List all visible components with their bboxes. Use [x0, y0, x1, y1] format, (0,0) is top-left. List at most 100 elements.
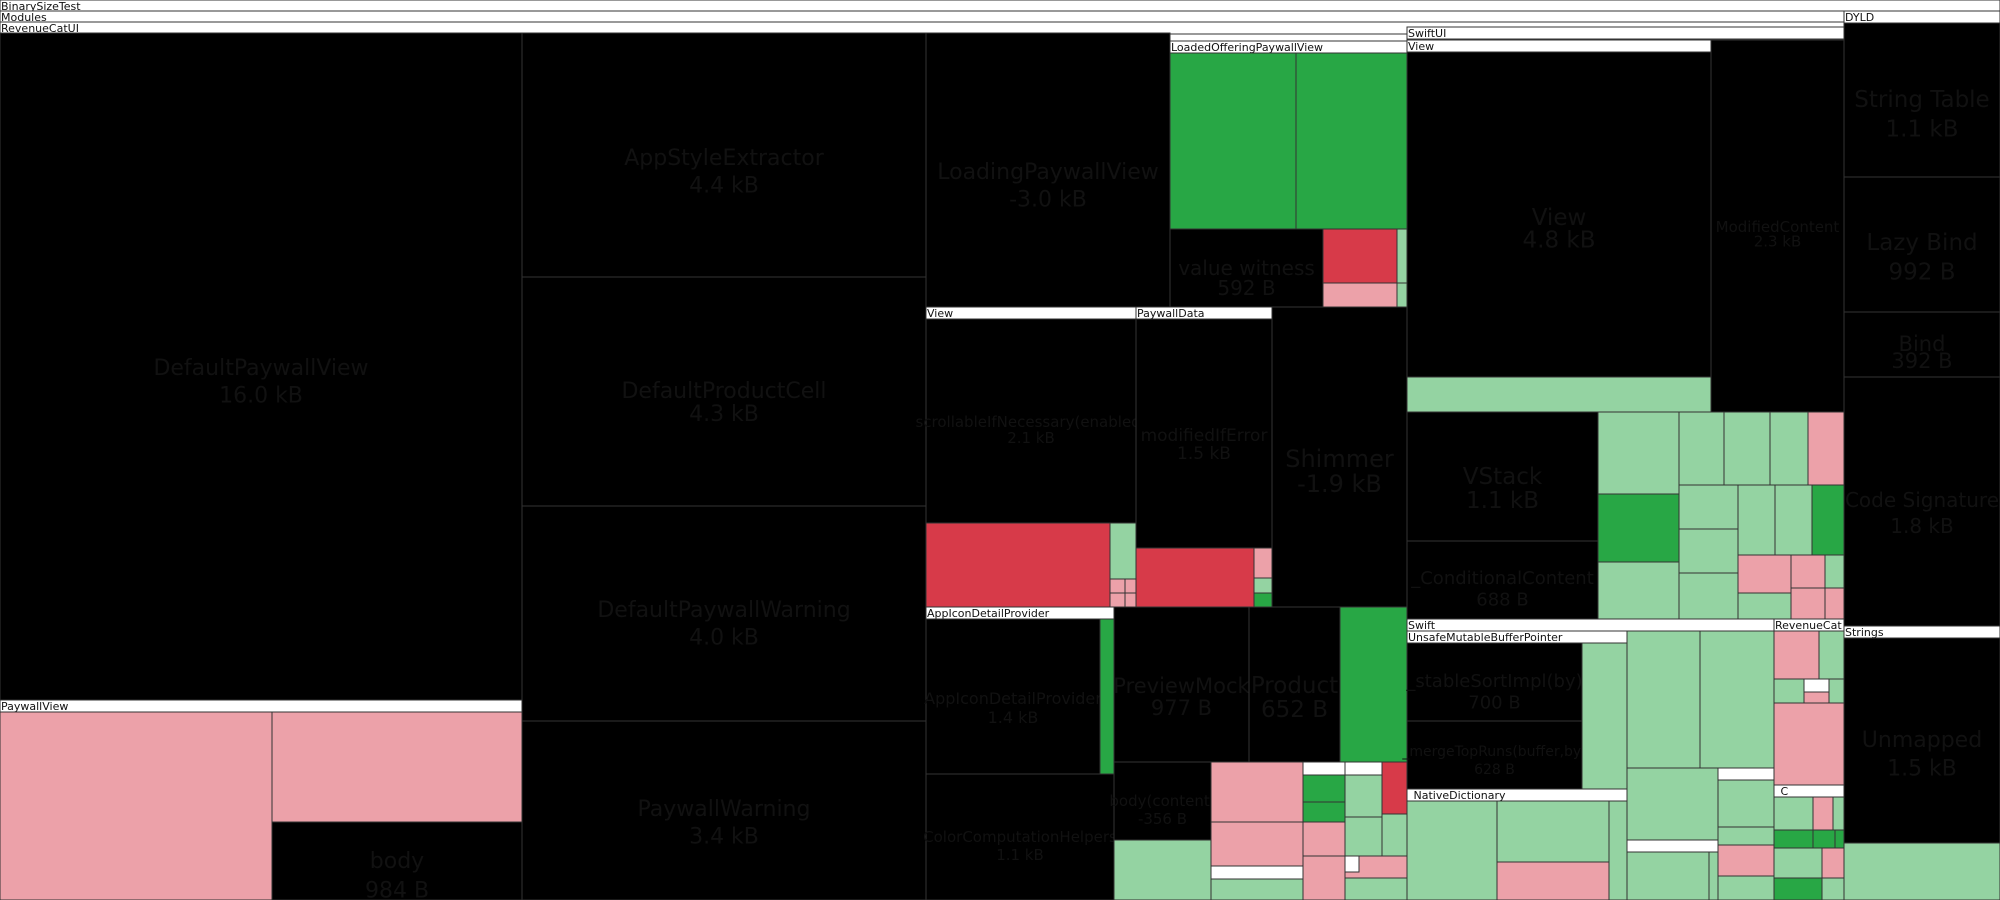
cell-f13[interactable] — [1717, 779, 1775, 828]
cell-c6[interactable] — [1124, 592, 1137, 608]
cell-h1[interactable] — [1773, 796, 1814, 831]
node-appicondetailprovider-10[interactable] — [925, 618, 1101, 775]
cell-e19[interactable] — [1790, 587, 1826, 620]
cell-e15[interactable] — [1737, 554, 1792, 594]
cell-d1[interactable] — [1099, 618, 1115, 775]
cell-g2[interactable] — [1818, 630, 1845, 680]
node-value-witness-6[interactable] — [1169, 228, 1324, 308]
cell-d16[interactable] — [1302, 855, 1346, 900]
cell-e1[interactable] — [1406, 376, 1712, 413]
cell-c1[interactable] — [925, 522, 1111, 608]
header-paywallview[interactable] — [0, 699, 523, 713]
cell-d19[interactable] — [1381, 813, 1408, 857]
node-product-13[interactable] — [1248, 606, 1341, 763]
cell-d10[interactable] — [1381, 761, 1408, 815]
cell-c3[interactable] — [1109, 578, 1126, 594]
cell-f1[interactable] — [1581, 642, 1628, 790]
node-body-15[interactable] — [271, 821, 523, 900]
cell-e17[interactable] — [1790, 554, 1826, 589]
header-modules[interactable] — [0, 10, 2000, 24]
cell-g6[interactable] — [1828, 678, 1845, 704]
cell-h6[interactable] — [1834, 829, 1845, 849]
cell-e5[interactable] — [1678, 411, 1725, 486]
cell-g7[interactable] — [1773, 702, 1845, 786]
cell-f12[interactable] — [1717, 767, 1775, 781]
cell-b1[interactable] — [1169, 52, 1297, 230]
cell-c7[interactable] — [1135, 547, 1255, 608]
cell-e4[interactable] — [1597, 561, 1680, 620]
cell-b3[interactable] — [1322, 228, 1398, 284]
cell-f6[interactable] — [1496, 861, 1610, 900]
cell-d12[interactable] — [1302, 801, 1346, 823]
cell-b4[interactable] — [1322, 282, 1398, 308]
cell-g1[interactable] — [1773, 630, 1820, 680]
cell-e11[interactable] — [1678, 572, 1739, 620]
cell-e2[interactable] — [1597, 411, 1680, 495]
cell-d7[interactable] — [1113, 839, 1212, 900]
cell-f14[interactable] — [1717, 826, 1775, 846]
cell-e7[interactable] — [1769, 411, 1809, 486]
cell-h4[interactable] — [1773, 829, 1814, 849]
cell-f16[interactable] — [1717, 875, 1775, 900]
cell-e9[interactable] — [1678, 484, 1739, 530]
cell-c9[interactable] — [1253, 577, 1273, 594]
node-modifiedcontent-17[interactable] — [1710, 39, 1845, 413]
node-code-signature-25[interactable] — [1843, 376, 2000, 627]
cell-f5[interactable] — [1496, 800, 1610, 863]
cell-d4[interactable] — [1210, 821, 1304, 867]
node-colorcomputationhelpers-11[interactable] — [925, 773, 1115, 900]
cell-e14[interactable] — [1811, 484, 1845, 556]
node-defaultpaywallview-0[interactable] — [0, 32, 523, 701]
node-shimmer-9[interactable] — [1271, 306, 1408, 608]
cell-d3[interactable] — [1210, 761, 1304, 823]
cell-e13[interactable] — [1774, 484, 1813, 556]
cell-e18[interactable] — [1824, 554, 1845, 589]
node-vstack-18[interactable] — [1406, 411, 1599, 542]
cell-d8[interactable] — [1302, 761, 1346, 776]
cell-h9[interactable] — [1773, 877, 1823, 900]
node-appstyleextractor-1[interactable] — [521, 32, 927, 278]
cell-b2[interactable] — [1295, 52, 1408, 230]
cell-g4[interactable] — [1803, 678, 1830, 693]
cell-d5[interactable] — [1210, 865, 1304, 880]
cell-f10[interactable] — [1626, 851, 1710, 900]
cell-c4[interactable] — [1109, 592, 1126, 608]
cell-d13[interactable] — [1344, 774, 1383, 818]
cell-f9[interactable] — [1626, 839, 1719, 853]
cell-f8[interactable] — [1626, 767, 1719, 841]
cell-d15[interactable] — [1344, 816, 1383, 857]
cell-a1[interactable] — [0, 711, 273, 900]
node-defaultproductcell-2[interactable] — [521, 276, 927, 507]
cell-e3[interactable] — [1597, 493, 1680, 563]
cell-e6[interactable] — [1723, 411, 1771, 486]
cell-d6[interactable] — [1210, 878, 1304, 900]
node-defaultpaywallwarning-3[interactable] — [521, 505, 927, 722]
node-lazy-bind-23[interactable] — [1843, 176, 2000, 313]
cell-g3[interactable] — [1773, 678, 1805, 704]
cell-f4[interactable] — [1406, 800, 1498, 900]
header-swiftui[interactable] — [1406, 26, 1845, 40]
cell-g5[interactable] — [1803, 691, 1830, 704]
cell-d11[interactable] — [1302, 774, 1346, 803]
cell-e16[interactable] — [1737, 592, 1792, 620]
cell-h7[interactable] — [1773, 847, 1823, 879]
cell-a2[interactable] — [271, 711, 523, 823]
cell-c10[interactable] — [1253, 592, 1273, 608]
cell-d14[interactable] — [1302, 821, 1346, 857]
cell-f7[interactable] — [1608, 800, 1628, 900]
cell-f11[interactable] — [1708, 851, 1719, 900]
cell-h2[interactable] — [1812, 796, 1834, 831]
header-view[interactable] — [1406, 39, 1712, 53]
node-view-16[interactable] — [1406, 51, 1712, 378]
node-loadingpaywallview-5[interactable] — [925, 32, 1171, 308]
cell-f3[interactable] — [1699, 630, 1775, 769]
cell-f15[interactable] — [1717, 844, 1775, 877]
cell-b6[interactable] — [1396, 282, 1408, 308]
cell-d20[interactable] — [1344, 855, 1360, 873]
node-modifiediferror-8[interactable] — [1135, 318, 1273, 549]
node-mergetopruns-buffer-by-21[interactable] — [1406, 720, 1583, 790]
cell-e12[interactable] — [1737, 484, 1776, 556]
node-scrollableifnecessary-enabled-7[interactable] — [925, 318, 1137, 524]
cell-d9[interactable] — [1344, 761, 1383, 776]
cell-h3[interactable] — [1832, 796, 1845, 831]
